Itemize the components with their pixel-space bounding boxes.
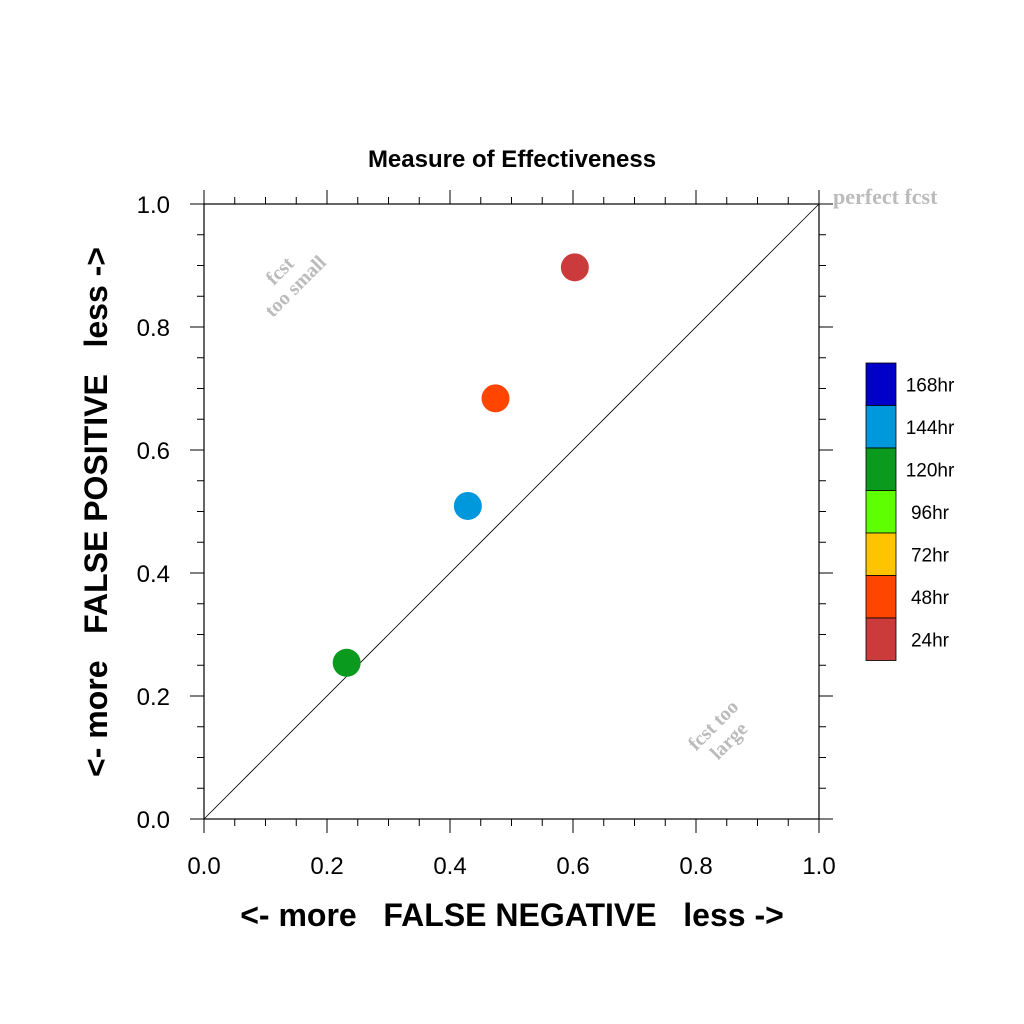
y-axis-label: <- more FALSE POSITIVE less -> [78, 247, 114, 777]
y-tick-label: 0.2 [137, 684, 170, 711]
data-point-24hr [560, 253, 589, 282]
data-point-144hr [453, 491, 482, 520]
x-tick-labels: 0.0 0.2 0.4 0.6 0.8 1.0 [187, 853, 835, 880]
y-tick-label: 1.0 [137, 192, 170, 219]
legend-swatch-24hr [865, 617, 897, 661]
chart-title: Measure of Effectiveness [368, 146, 656, 173]
legend-swatch-168hr [865, 362, 897, 406]
x-tick-label: 0.0 [187, 853, 220, 880]
x-tick-label: 0.4 [433, 853, 466, 880]
x-tick-label: 0.8 [679, 853, 712, 880]
legend-label: 120hr [906, 460, 955, 481]
too-small-line-2: too small [261, 251, 331, 321]
y-tick-labels: 0.0 0.2 0.4 0.6 0.8 1.0 [137, 192, 170, 834]
x-tick-label: 0.2 [310, 853, 343, 880]
legend-label: 24hr [911, 630, 950, 651]
legend-label: 168hr [906, 375, 955, 396]
data-point-120hr [332, 648, 361, 677]
x-axis-label: <- more FALSE NEGATIVE less -> [240, 897, 784, 933]
y-tick-label: 0.8 [137, 315, 170, 342]
perfect-forecast-diagonal [203, 203, 820, 820]
data-points [332, 253, 589, 677]
axis-ticks [190, 190, 833, 833]
fcst-too-large-annotation: fcst too large [684, 696, 752, 764]
legend-label: 72hr [911, 545, 950, 566]
legend-label: 96hr [911, 503, 950, 524]
legend: 168hr 144hr 120hr 96hr 72hr 48hr 24hr [865, 362, 955, 661]
legend-label: 144hr [906, 418, 955, 439]
y-tick-label: 0.4 [137, 561, 170, 588]
data-point-48hr [481, 384, 510, 413]
legend-swatch-72hr [865, 532, 897, 576]
legend-swatch-144hr [865, 405, 897, 449]
fcst-too-small-annotation: fcst too small [261, 251, 331, 321]
y-tick-label: 0.0 [137, 807, 170, 834]
perfect-forecast-annotation: perfect fcst [833, 184, 938, 209]
x-tick-label: 1.0 [802, 853, 835, 880]
legend-swatch-48hr [865, 575, 897, 619]
x-tick-label: 0.6 [556, 853, 589, 880]
legend-swatch-120hr [865, 447, 897, 491]
legend-swatch-96hr [865, 490, 897, 534]
legend-label: 48hr [911, 588, 950, 609]
y-tick-label: 0.6 [137, 438, 170, 465]
